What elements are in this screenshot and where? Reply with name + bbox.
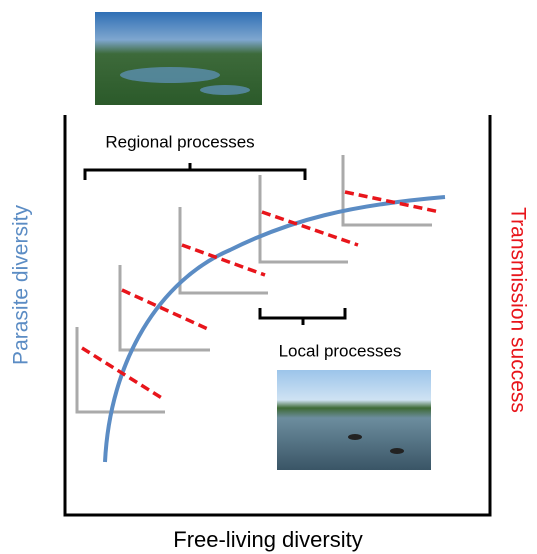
local-label: Local processes	[279, 341, 402, 360]
x-axis-label: Free-living diversity	[173, 527, 363, 552]
transmission-lines	[81, 190, 441, 402]
local-brace	[258, 308, 347, 325]
photo-lake	[200, 85, 250, 95]
local-axis	[75, 327, 165, 414]
transmission-line	[121, 288, 211, 332]
photo-lake	[120, 67, 220, 83]
local-axis	[258, 175, 348, 264]
regional-label: Regional processes	[105, 132, 254, 151]
duck	[390, 448, 404, 454]
local-axis	[178, 207, 268, 295]
local-axes	[75, 155, 432, 414]
regional-brace	[83, 163, 307, 180]
duck	[348, 434, 362, 440]
diversity-curve	[103, 195, 446, 463]
local-axis	[341, 155, 432, 227]
transmission-line	[181, 243, 266, 277]
axes-frame	[63, 115, 492, 517]
transmission-line	[344, 190, 441, 214]
lake-photo	[277, 370, 431, 470]
y2-axis-label: Transmission success	[506, 207, 529, 413]
local-axis	[118, 265, 210, 352]
transmission-line	[261, 210, 359, 247]
y-axis-label: Parasite diversity	[10, 205, 33, 365]
transmission-line	[81, 346, 166, 402]
